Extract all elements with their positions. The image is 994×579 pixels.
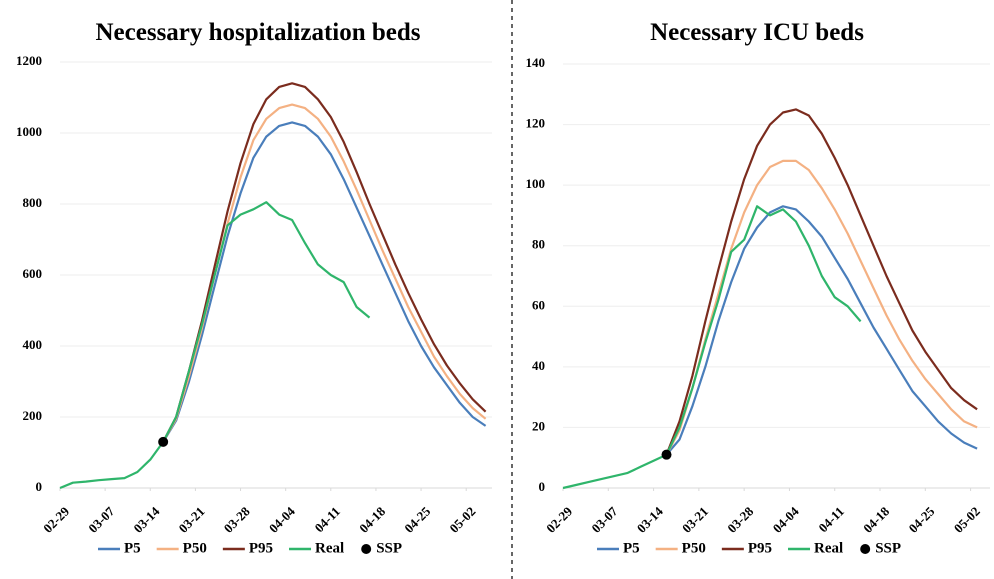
- x-tick-label: 04-11: [815, 504, 847, 536]
- series-line: [562, 205, 862, 490]
- legend-label: P5: [124, 540, 141, 556]
- x-tick-label: 04-18: [356, 503, 388, 535]
- x-tick-label: 05-02: [446, 504, 478, 536]
- x-tick-label: 03-21: [176, 504, 208, 536]
- x-tick-label: 05-02: [951, 504, 983, 536]
- x-tick-label: 03-14: [634, 503, 666, 535]
- ssp-point: [158, 436, 169, 447]
- x-tick-label: 02-29: [40, 503, 72, 535]
- series-line: [665, 159, 978, 456]
- x-tick-label: 03-14: [130, 503, 162, 535]
- y-tick-label: 120: [526, 116, 546, 131]
- legend-label: SSP: [376, 540, 402, 556]
- legend-label: P50: [183, 540, 207, 556]
- legend-label: P95: [748, 540, 772, 556]
- series-line: [162, 121, 487, 443]
- y-tick-label: 20: [532, 418, 545, 433]
- legend-label: P95: [249, 540, 273, 556]
- x-tick-label: 03-21: [679, 504, 711, 536]
- y-tick-label: 140: [526, 55, 546, 70]
- y-tick-label: 0: [36, 479, 43, 494]
- y-tick-label: 60: [532, 297, 545, 312]
- y-tick-label: 1000: [16, 124, 42, 139]
- x-tick-label: 03-28: [724, 503, 756, 535]
- x-tick-label: 04-04: [770, 503, 802, 535]
- x-tick-label: 02-29: [543, 503, 575, 535]
- y-tick-label: 0: [539, 479, 546, 494]
- x-tick-label: 04-18: [860, 503, 892, 535]
- legend-label: Real: [315, 540, 344, 556]
- series-line: [162, 82, 487, 443]
- legend-label: P50: [682, 540, 706, 556]
- legend-swatch: [361, 544, 372, 554]
- x-tick-label: 04-04: [266, 503, 298, 535]
- x-tick-label: 04-11: [311, 504, 343, 536]
- legend-label: Real: [814, 540, 843, 556]
- y-tick-label: 800: [23, 195, 43, 210]
- series-line: [665, 205, 978, 456]
- x-tick-label: 03-07: [85, 503, 117, 535]
- series-line: [59, 201, 371, 490]
- y-tick-label: 1200: [16, 53, 42, 68]
- legend-label: P5: [623, 540, 640, 556]
- legend-swatch: [860, 544, 871, 554]
- y-tick-label: 40: [532, 358, 545, 373]
- ssp-point: [661, 449, 672, 460]
- x-tick-label: 03-28: [221, 503, 253, 535]
- chart-title: Necessary hospitalization beds: [96, 19, 421, 46]
- x-tick-label: 04-25: [905, 503, 937, 535]
- y-tick-label: 200: [23, 408, 43, 423]
- x-tick-label: 04-25: [401, 503, 433, 535]
- y-tick-label: 600: [23, 266, 43, 281]
- x-tick-label: 03-07: [588, 503, 620, 535]
- series-line: [665, 108, 978, 456]
- y-tick-label: 80: [532, 237, 545, 252]
- legend-label: SSP: [875, 540, 901, 556]
- y-tick-label: 400: [23, 337, 43, 352]
- series-line: [162, 103, 487, 443]
- chart-title: Necessary ICU beds: [650, 19, 864, 46]
- y-tick-label: 100: [526, 176, 546, 191]
